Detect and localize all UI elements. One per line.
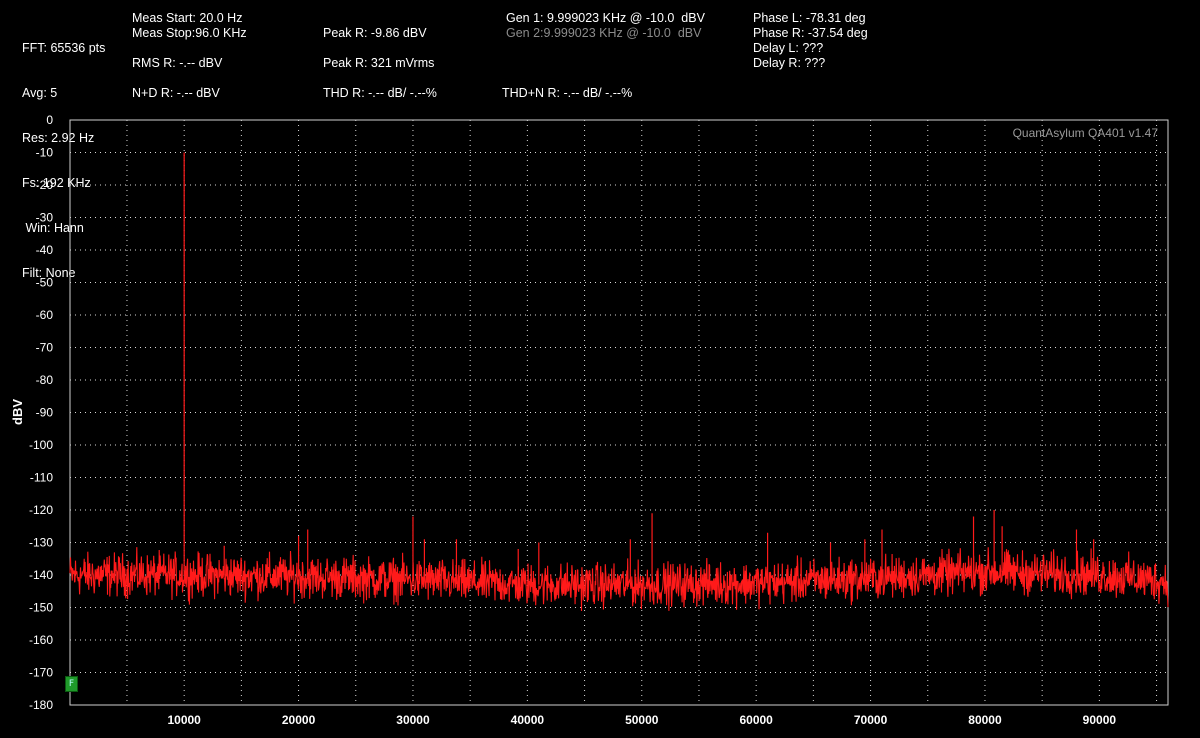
delay-left: Delay L: ???: [753, 41, 824, 55]
y-axis-ticks: 0 -10 -20 -30 -40 -50 -60 -70 -80 -90 -100 -110 -120…: [29, 113, 53, 712]
thd-readout: THD R: -.-- dB/ -.--%: [323, 86, 437, 100]
resolution: Res: 2.92 Hz: [22, 131, 95, 145]
sample-rate: Fs: 192 KHz: [22, 176, 91, 190]
y-tick-label: -170: [29, 666, 53, 680]
generator-2: Gen 2:9.999023 KHz @ -10.0 dBV: [506, 26, 702, 40]
delay-right: Delay R: ???: [753, 56, 826, 70]
phase-right: Phase R: -37.54 deg: [753, 26, 868, 40]
peak-dbv-readout: Peak R: -9.86 dBV: [323, 26, 427, 40]
y-tick-label: -20: [36, 178, 54, 192]
phase-left: Phase L: -78.31 deg: [753, 11, 866, 25]
y-tick-label: -70: [36, 341, 54, 355]
y-tick-label: 0: [46, 113, 53, 127]
y-tick-label: -40: [36, 243, 54, 257]
y-tick-label: -140: [29, 568, 53, 582]
plot-grid: [70, 120, 1168, 705]
y-tick-label: -30: [36, 211, 54, 225]
y-tick-label: -130: [29, 536, 53, 550]
y-tick-label: -80: [36, 373, 54, 387]
y-tick-label: -110: [30, 471, 53, 485]
spectrum-trace: [69, 152, 1169, 612]
x-tick-label: 50000: [625, 713, 659, 727]
x-tick-label: 70000: [854, 713, 888, 727]
averages: Avg: 5: [22, 86, 58, 100]
y-tick-label: -50: [36, 276, 54, 290]
x-tick-label: 30000: [396, 713, 430, 727]
x-tick-label: 20000: [282, 713, 316, 727]
y-tick-label: -100: [29, 438, 53, 452]
x-tick-label: 10000: [167, 713, 201, 727]
y-tick-label: -180: [29, 698, 53, 712]
noise-distortion-readout: N+D R: -.-- dBV: [132, 86, 220, 100]
y-tick-label: -150: [29, 601, 53, 615]
filter-type: Filt: None: [22, 266, 76, 280]
y-tick-label: -60: [36, 308, 54, 322]
window-type: Win: Hann: [22, 221, 84, 235]
y-tick-label: -10: [36, 146, 54, 160]
x-tick-label: 80000: [968, 713, 1002, 727]
x-tick-label: 60000: [739, 713, 773, 727]
x-tick-label: 90000: [1083, 713, 1117, 727]
y-tick-label: -120: [29, 503, 53, 517]
noise-floor-trace: [69, 547, 1169, 612]
thdn-readout: THD+N R: -.-- dB/ -.--%: [502, 86, 633, 100]
y-tick-label: -90: [36, 406, 54, 420]
meas-start: Meas Start: 20.0 Hz: [132, 11, 243, 25]
generator-1: Gen 1: 9.999023 KHz @ -10.0 dBV: [506, 11, 705, 25]
fft-settings: FFT: 65536 pts Avg: 5 Res: 2.92 Hz Fs: 1…: [22, 11, 105, 296]
x-axis-ticks: 10000 20000 30000 40000 50000 60000 70000 80000…: [167, 713, 1116, 727]
watermark: QuantAsylum QA401 v1.47: [1013, 126, 1159, 140]
filter-badge[interactable]: F: [65, 676, 78, 692]
peak-mv-readout: Peak R: 321 mVrms: [323, 56, 435, 70]
fft-points: FFT: 65536 pts: [22, 41, 106, 55]
meas-stop: Meas Stop:96.0 KHz: [132, 26, 247, 40]
x-tick-label: 40000: [511, 713, 545, 727]
plot-frame: [69, 119, 1169, 706]
rms-readout: RMS R: -.-- dBV: [132, 56, 223, 70]
y-tick-label: -160: [29, 633, 53, 647]
y-axis-label: dBV: [10, 399, 25, 425]
